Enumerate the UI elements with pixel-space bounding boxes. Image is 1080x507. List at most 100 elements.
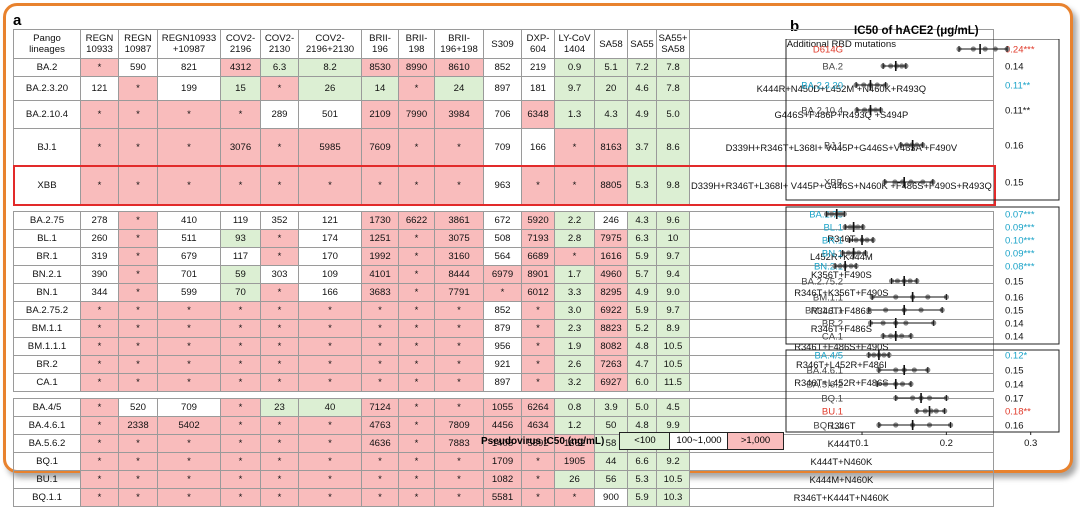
mutation-cell: K444M+N460K — [689, 470, 994, 489]
ic50-cell: 2338 — [118, 416, 158, 435]
ic50-cell: * — [118, 229, 158, 248]
ic50-cell: 166 — [521, 128, 555, 167]
lineage-name: BL.1 — [13, 229, 81, 248]
ic50-cell: 8.6 — [656, 128, 690, 167]
ic50-cell: 3861 — [434, 211, 484, 230]
ic50-cell: 344 — [80, 283, 119, 302]
ic50-cell: 9.9 — [656, 416, 690, 435]
ic50-cell: 1408 — [483, 434, 522, 453]
ic50-cell: 963 — [483, 166, 522, 205]
ic50-cell: 4.6 — [627, 76, 657, 101]
ic50-cell: * — [361, 373, 399, 392]
ic50-cell: * — [157, 434, 221, 453]
ic50-cell: * — [157, 166, 221, 205]
column-header: BRII- 196+198 — [434, 29, 484, 59]
series-name-label: D614G — [813, 45, 843, 56]
ic50-cell: * — [118, 470, 158, 489]
series-name-label: BR.2 — [822, 319, 843, 330]
ic50-cell: * — [521, 452, 555, 471]
value-label: 0.16 — [1005, 141, 1024, 152]
value-label: 0.14 — [1005, 332, 1024, 343]
ic50-cell: * — [434, 398, 484, 417]
ic50-cell: * — [398, 283, 435, 302]
table-row: BA.2.3.20 121 * 199 15 * 26 14 * 24 897 181 9.7 20 4.6… — [13, 76, 994, 101]
ic50-cell: * — [298, 434, 362, 453]
chart-title: IC50 of hACE2 (μg/mL) — [854, 25, 979, 37]
value-label: 0.07*** — [1005, 210, 1035, 221]
column-header: REGN 10933 — [80, 29, 119, 59]
ic50-cell: 6927 — [594, 373, 628, 392]
ic50-cell: * — [260, 128, 299, 167]
ic50-cell: 2.2 — [554, 211, 595, 230]
ic50-cell: * — [554, 166, 595, 205]
column-header: SA55 — [627, 29, 657, 59]
lineage-name: BA.2.75.2 — [13, 301, 81, 320]
ic50-cell: * — [434, 488, 484, 507]
ic50-cell: * — [554, 247, 595, 266]
ic50-cell: 4.9 — [627, 283, 657, 302]
ic50-cell: 10.5 — [656, 470, 690, 489]
panel-box — [785, 349, 1060, 433]
ic50-cell: 4.3 — [627, 211, 657, 230]
column-header: LY-CoV 1404 — [554, 29, 595, 59]
legend-low: <100 — [619, 432, 671, 450]
ic50-cell: * — [260, 355, 299, 374]
ic50-cell: 117 — [220, 247, 261, 266]
series-name-label: CA.1 — [822, 332, 843, 343]
lineage-name: BU.1 — [13, 470, 81, 489]
ic50-cell: 121 — [80, 76, 119, 101]
ic50-cell: * — [434, 355, 484, 374]
ic50-cell: 23 — [260, 398, 299, 417]
x-tick-label: 0.3 — [1024, 438, 1037, 449]
ic50-cell: * — [118, 301, 158, 320]
ic50-cell: * — [80, 398, 119, 417]
ic50-cell: * — [298, 470, 362, 489]
ic50-cell: 5.9 — [627, 301, 657, 320]
ic50-cell: * — [118, 211, 158, 230]
column-header: COV2- 2196+2130 — [298, 29, 362, 59]
table-row: BA.4/5 * 520 709 * 23 40 7124 * * 1055 6264 0.8 3.9 5.… — [13, 398, 994, 417]
table-row: BA.4.6.1 * 2338 5402 * * * 4763 * 7809 4456 4634 1.2… — [13, 416, 994, 435]
ic50-cell: * — [260, 416, 299, 435]
ic50-cell: * — [260, 488, 299, 507]
ic50-cell: * — [157, 128, 221, 167]
ic50-cell: 1.9 — [554, 337, 595, 356]
ic50-cell: * — [80, 355, 119, 374]
ic50-cell: * — [298, 301, 362, 320]
ic50-cell: 4.8 — [627, 416, 657, 435]
ic50-cell: 852 — [483, 58, 522, 77]
ic50-cell: * — [361, 488, 399, 507]
table-row: BR.2 * * * * * * * * * 921 * 2.6 7263 4.7 10.5 R346T+L45… — [13, 355, 994, 374]
ic50-cell: 6.0 — [627, 373, 657, 392]
ic50-cell: * — [361, 319, 399, 338]
ic50-cell: 4.8 — [627, 337, 657, 356]
lineage-name: BR.2 — [13, 355, 81, 374]
ic50-cell: 109 — [298, 265, 362, 284]
ic50-cell: 8990 — [398, 58, 435, 77]
table-row: BU.1 * * * * * * * * * 1082 * 26 56 5.3 10.5 K444M+N460K — [13, 470, 994, 489]
ic50-cell: 166 — [298, 283, 362, 302]
series-name-label: BJ.1 — [824, 141, 843, 152]
column-header: BRII- 196 — [361, 29, 399, 59]
column-header: Additional RBD mutations — [689, 29, 994, 59]
ic50-cell: * — [118, 488, 158, 507]
ic50-cell: 7263 — [594, 355, 628, 374]
lineage-name: BA.2.10.4 — [13, 100, 81, 129]
mutation-cell: G446S+F486P+R493Q +S494P — [689, 100, 994, 129]
ic50-cell: 679 — [157, 247, 221, 266]
ic50-cell: 5.1 — [594, 58, 628, 77]
ic50-cell: * — [398, 247, 435, 266]
ic50-cell: 7.2 — [627, 58, 657, 77]
ic50-cell: 8.2 — [298, 58, 362, 77]
ic50-cell: * — [434, 337, 484, 356]
ic50-cell: * — [80, 416, 119, 435]
ic50-cell: * — [521, 319, 555, 338]
x-tick-label: 0.2 — [940, 438, 953, 449]
ic50-cell: 564 — [483, 247, 522, 266]
ic50-cell: * — [298, 319, 362, 338]
ic50-cell: 599 — [157, 283, 221, 302]
ic50-cell: 7883 — [434, 434, 484, 453]
ic50-cell: 20 — [594, 76, 628, 101]
ic50-cell: * — [398, 76, 435, 101]
ic50-cell: 170 — [298, 247, 362, 266]
